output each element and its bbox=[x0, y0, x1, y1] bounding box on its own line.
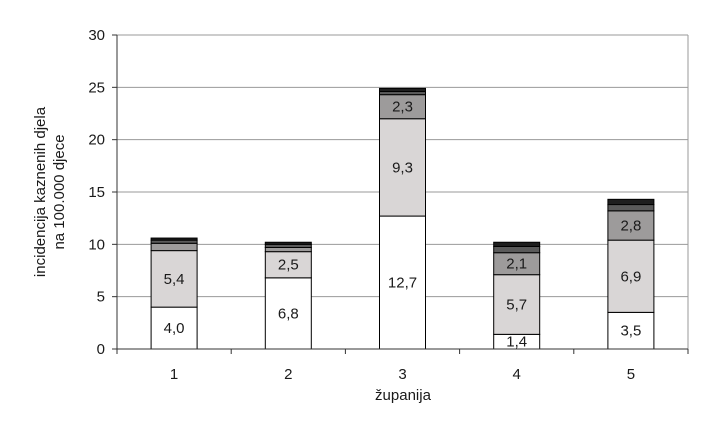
y-tick-label: 20 bbox=[88, 132, 105, 149]
bar-data-label: 1,4 bbox=[506, 334, 527, 351]
bar-data-label: 3,5 bbox=[620, 323, 641, 340]
bar-data-label: 2,1 bbox=[506, 256, 527, 273]
y-tick-label: 30 bbox=[88, 27, 105, 44]
bar-data-label: 5,7 bbox=[506, 297, 527, 314]
x-axis-title: županija bbox=[375, 387, 432, 404]
axes bbox=[112, 34, 689, 354]
bar-segment bbox=[493, 245, 541, 254]
bar-segment bbox=[607, 210, 655, 241]
y-axis-title-line-2: na 100.000 djece bbox=[51, 134, 68, 249]
y-tick-label: 10 bbox=[88, 236, 105, 253]
bar-data-label: 5,4 bbox=[164, 271, 185, 288]
bar-segment bbox=[150, 237, 198, 241]
bar-segment bbox=[150, 250, 198, 308]
bar-data-label: 6,9 bbox=[620, 268, 641, 285]
x-tick-labels: 1 2 3 4 5 bbox=[170, 366, 635, 383]
bar-data-label: 4,0 bbox=[164, 320, 185, 337]
y-tick-label: 25 bbox=[88, 79, 105, 96]
y-tick-label: 15 bbox=[88, 184, 105, 201]
bar-segment bbox=[264, 277, 312, 350]
y-axis-title-line-1: incidencija kaznenih djela bbox=[32, 106, 49, 277]
y-tick-labels: 0 5 10 15 20 25 30 bbox=[88, 27, 105, 358]
bar-data-label: 2,8 bbox=[620, 217, 641, 234]
x-tick-label: 5 bbox=[627, 366, 635, 383]
bar-data-label: 6,8 bbox=[278, 305, 299, 322]
bar-segment bbox=[379, 215, 426, 350]
x-tick-label: 3 bbox=[398, 366, 406, 383]
bar-segment bbox=[379, 94, 426, 120]
bar-segment bbox=[264, 241, 312, 245]
bar-data-label: 9,3 bbox=[392, 159, 413, 176]
bar-data-label: 2,3 bbox=[392, 99, 413, 116]
bar-segment bbox=[493, 241, 541, 247]
y-tick-label: 5 bbox=[97, 289, 105, 306]
bar-segment bbox=[150, 242, 198, 252]
y-tick-label: 0 bbox=[97, 341, 105, 358]
bar-segment bbox=[379, 87, 426, 93]
bar-segment bbox=[607, 198, 655, 206]
bar-segment bbox=[493, 274, 541, 335]
bar-segment bbox=[607, 311, 655, 350]
x-tick-label: 4 bbox=[513, 366, 521, 383]
bar-segment bbox=[379, 118, 426, 217]
x-tick-label: 2 bbox=[284, 366, 292, 383]
x-tick-label: 1 bbox=[170, 366, 178, 383]
bar-segment bbox=[264, 251, 312, 279]
bar-segment bbox=[607, 204, 655, 212]
bar-segment bbox=[607, 239, 655, 313]
bars: 4,0 5,4 6,8 2,5 12,7 9,3 2,3 1,4 5,7 2,1 3,5 6,9 2,8 bbox=[150, 87, 655, 351]
bar-data-label: 12,7 bbox=[388, 275, 417, 292]
bar-segment bbox=[264, 246, 312, 253]
bar-data-label: 2,5 bbox=[278, 257, 299, 274]
